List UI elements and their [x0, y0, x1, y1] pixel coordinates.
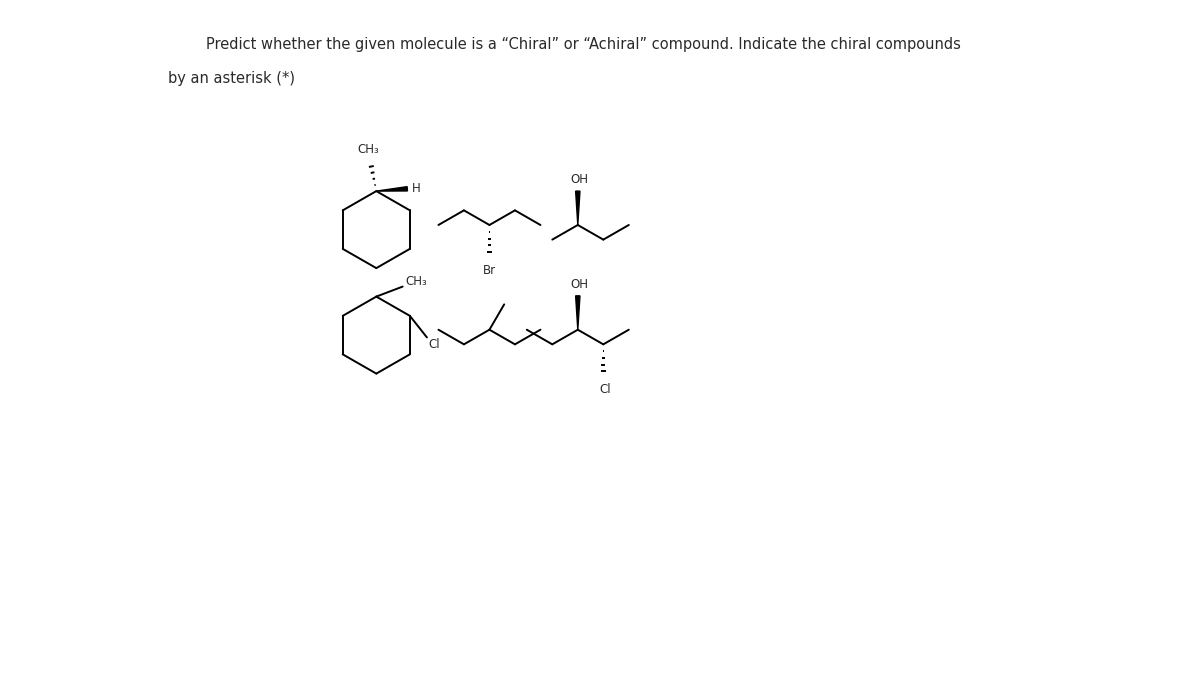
- Text: Predict whether the given molecule is a “Chiral” or “Achiral” compound. Indicate: Predict whether the given molecule is a …: [206, 37, 961, 52]
- Text: Br: Br: [482, 264, 496, 277]
- Text: OH: OH: [570, 173, 588, 186]
- Text: Cl: Cl: [599, 383, 611, 396]
- Polygon shape: [377, 187, 408, 191]
- Text: CH₃: CH₃: [358, 143, 379, 156]
- Polygon shape: [576, 296, 580, 329]
- Polygon shape: [576, 191, 580, 225]
- Text: Cl: Cl: [428, 338, 440, 351]
- Text: OH: OH: [570, 278, 588, 291]
- Text: H: H: [413, 182, 421, 195]
- Text: CH₃: CH₃: [404, 275, 427, 288]
- Text: by an asterisk (*): by an asterisk (*): [168, 71, 295, 86]
